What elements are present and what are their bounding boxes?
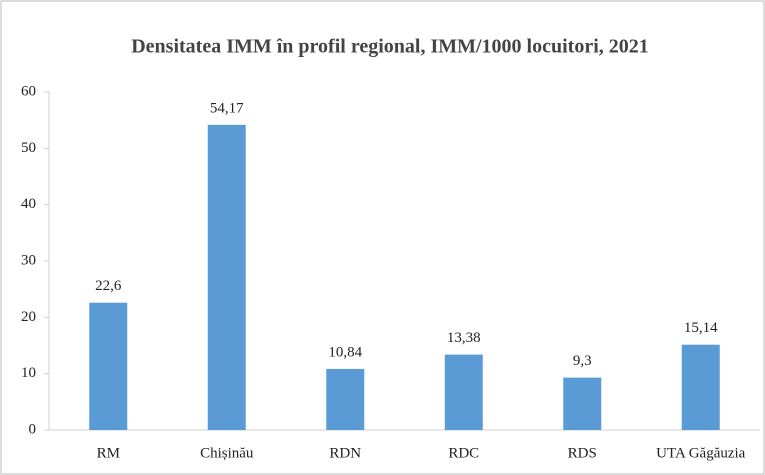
y-tick-label: 60 (21, 83, 36, 99)
bar (326, 368, 365, 430)
bar (89, 302, 128, 430)
x-tick-label: RDC (448, 445, 479, 461)
bar (681, 344, 720, 430)
y-tick-label: 20 (21, 309, 36, 325)
data-label: 22,6 (95, 278, 122, 294)
y-tick-label: 40 (21, 196, 36, 212)
data-label: 10,84 (328, 344, 362, 360)
y-tick-label: 0 (29, 421, 37, 437)
y-tick-label: 10 (21, 365, 36, 381)
x-tick-label: RM (97, 445, 120, 461)
data-label: 13,38 (447, 330, 481, 346)
x-tick-label: RDN (329, 445, 361, 461)
x-tick-label: RDS (568, 445, 597, 461)
data-label: 9,3 (573, 353, 592, 369)
x-tick-label: UTA Găgăuzia (656, 445, 746, 461)
bar (563, 377, 602, 430)
x-tick-label: Chișinău (200, 445, 254, 461)
bar (444, 354, 483, 430)
data-label: 54,17 (210, 100, 244, 116)
bar (207, 124, 246, 430)
data-label: 15,14 (684, 320, 718, 336)
y-tick-label: 50 (21, 140, 36, 156)
y-tick-label: 30 (21, 252, 36, 268)
chart-title: Densitatea IMM în profil regional, IMM/1… (131, 36, 649, 58)
